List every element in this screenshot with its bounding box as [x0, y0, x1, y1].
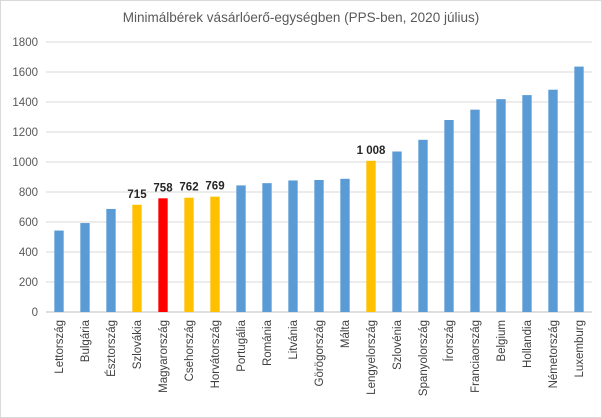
chart-title: Minimálbérek vásárlóerő-egységben (PPS-b… — [122, 10, 480, 25]
bar — [132, 204, 142, 312]
x-tick-label: Málta — [340, 319, 352, 348]
y-tick-label: 1200 — [12, 127, 38, 139]
y-tick-label: 1800 — [12, 37, 38, 49]
data-label: 1 008 — [357, 145, 386, 157]
x-tick-label: Horvátország — [210, 320, 222, 388]
bar — [444, 120, 454, 312]
data-label: 762 — [179, 182, 198, 194]
bar — [392, 151, 402, 312]
x-tick-label: Románia — [262, 319, 274, 366]
x-tick-label: Lengyelország — [366, 320, 378, 395]
bar — [522, 95, 532, 312]
x-tick-label: Spanyolország — [418, 320, 430, 396]
y-tick-label: 1400 — [12, 97, 38, 109]
bar — [366, 160, 376, 312]
x-tick-label: Csehország — [184, 320, 196, 381]
bar — [418, 139, 428, 312]
data-label: 769 — [205, 181, 224, 193]
x-tick-label: Szlovénia — [392, 319, 404, 369]
x-tick-label: Bulgária — [80, 319, 92, 362]
x-tick-label: Észtország — [105, 320, 118, 377]
bar — [54, 230, 64, 312]
bar — [80, 223, 90, 312]
bar — [236, 185, 246, 312]
bar — [262, 183, 272, 312]
bar — [210, 196, 220, 312]
y-tick-label: 1000 — [12, 157, 38, 169]
x-tick-label: Litvánia — [288, 319, 300, 359]
bar — [548, 89, 558, 312]
bar — [496, 99, 506, 313]
y-tick-label: 1600 — [12, 67, 38, 79]
x-tick-label: Magyarország — [158, 320, 170, 393]
y-tick-label: 200 — [19, 277, 38, 289]
x-tick-label: Szlovákia — [132, 319, 144, 369]
y-tick-label: 600 — [19, 217, 38, 229]
y-tick-label: 0 — [32, 307, 38, 319]
bar — [340, 178, 350, 312]
data-label: 715 — [127, 189, 147, 201]
x-tick-label: Hollandia — [522, 319, 534, 368]
bar — [288, 180, 298, 312]
x-tick-label: Belgium — [496, 320, 508, 362]
x-tick-label: Portugália — [236, 319, 248, 371]
bar — [470, 109, 480, 313]
x-tick-label: Németország — [548, 320, 560, 388]
x-tick-label: Görögország — [314, 320, 326, 386]
bar — [184, 197, 194, 312]
bar — [314, 180, 324, 312]
bar — [574, 66, 584, 312]
bar — [106, 208, 116, 312]
x-tick-label: Franciaország — [470, 320, 482, 393]
bar — [158, 198, 168, 312]
y-tick-label: 800 — [19, 187, 38, 199]
x-tick-label: Luxemburg — [574, 320, 586, 378]
x-tick-label: Írország — [443, 320, 456, 362]
y-tick-label: 400 — [19, 247, 38, 259]
data-label: 758 — [153, 182, 173, 194]
x-tick-label: Lettország — [54, 320, 66, 374]
